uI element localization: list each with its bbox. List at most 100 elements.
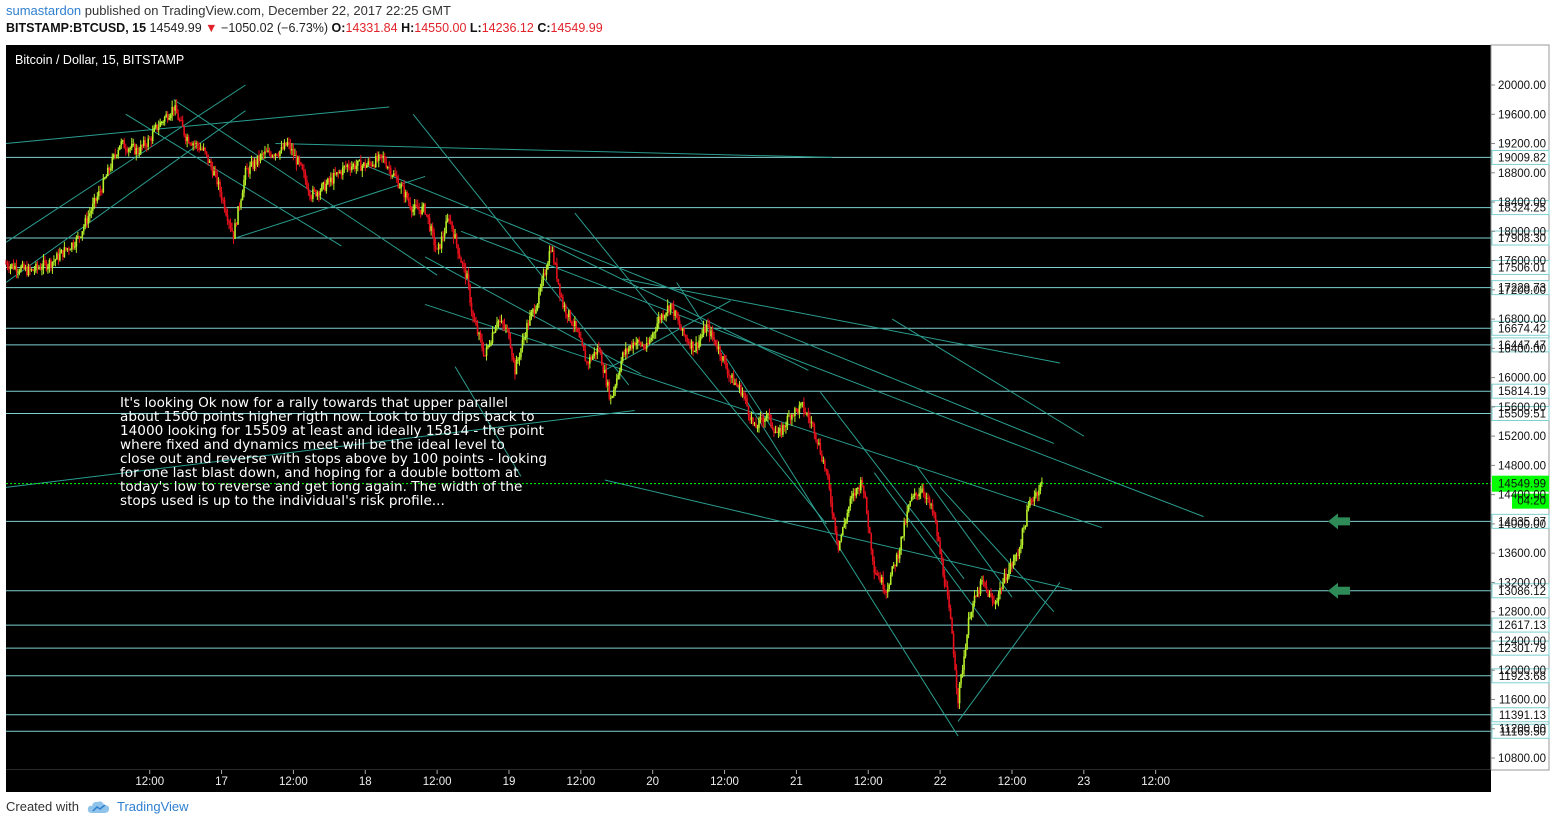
- x-tick-label: 21: [790, 776, 803, 788]
- candle: [911, 497, 913, 501]
- candle: [140, 145, 142, 153]
- candle: [987, 589, 989, 596]
- candle: [248, 169, 250, 173]
- candle: [680, 327, 682, 331]
- y-tick-label: 18800.00: [1498, 168, 1546, 180]
- candle: [52, 262, 54, 267]
- candle: [73, 243, 75, 247]
- candle: [652, 333, 654, 338]
- candle: [788, 416, 790, 417]
- candle: [540, 288, 542, 292]
- candle: [921, 489, 923, 493]
- candle: [944, 575, 946, 585]
- candle: [978, 590, 980, 594]
- candle: [893, 565, 895, 566]
- candle: [79, 236, 81, 237]
- x-tick-label: 12:00: [854, 776, 883, 788]
- candle: [454, 234, 456, 238]
- candle: [197, 143, 199, 146]
- candle: [900, 537, 902, 550]
- annotation-line: stops used is up to the individual's ris…: [120, 493, 445, 509]
- candle: [414, 205, 416, 210]
- candle: [65, 247, 67, 249]
- candle: [230, 223, 232, 228]
- candle: [984, 582, 986, 587]
- candle: [74, 247, 76, 248]
- candle: [135, 148, 137, 154]
- candle: [176, 105, 178, 113]
- candle: [653, 332, 655, 333]
- candle: [430, 226, 432, 231]
- candle: [541, 280, 543, 288]
- candle: [318, 192, 320, 195]
- candle: [496, 323, 498, 328]
- candle: [797, 409, 799, 413]
- candle: [1005, 574, 1007, 581]
- candle: [459, 254, 461, 258]
- candle: [104, 178, 106, 179]
- candle: [209, 161, 211, 163]
- candle: [123, 140, 125, 148]
- candle: [661, 314, 663, 319]
- candle: [364, 163, 366, 168]
- candle: [691, 342, 693, 349]
- y-tick-label: 12400.00: [1498, 636, 1546, 648]
- tradingview-link[interactable]: TradingView: [117, 799, 189, 814]
- candle: [1016, 555, 1018, 556]
- candle: [667, 306, 669, 313]
- candle: [167, 114, 169, 119]
- candle: [168, 118, 170, 120]
- candle: [959, 684, 961, 704]
- candle: [502, 321, 504, 325]
- candle: [945, 586, 947, 587]
- candle: [558, 279, 560, 284]
- candle: [206, 152, 208, 155]
- candle: [787, 416, 789, 426]
- candle: [47, 266, 49, 269]
- candle: [989, 593, 991, 596]
- candle: [906, 511, 908, 522]
- candle: [149, 139, 151, 140]
- candle: [767, 414, 769, 416]
- candle: [327, 179, 329, 184]
- candle: [281, 147, 283, 151]
- candle: [456, 234, 458, 244]
- candle: [89, 213, 91, 216]
- candle: [745, 396, 747, 398]
- candle: [1010, 564, 1012, 570]
- candle: [111, 157, 113, 168]
- y-tick-label: 18000.00: [1498, 226, 1546, 238]
- candle: [977, 590, 979, 596]
- candle: [664, 316, 666, 319]
- candle: [995, 603, 997, 604]
- candle: [418, 209, 420, 210]
- candle: [520, 349, 522, 358]
- candle: [851, 496, 853, 498]
- candle: [170, 115, 172, 118]
- candle: [861, 480, 863, 485]
- candle: [275, 154, 277, 156]
- candle: [869, 527, 871, 533]
- candle: [207, 154, 209, 162]
- candle: [763, 420, 765, 422]
- candle: [722, 356, 724, 360]
- candle: [158, 127, 160, 130]
- x-tick-label: 12:00: [1141, 776, 1170, 788]
- candle: [348, 165, 350, 168]
- candle: [1022, 528, 1024, 545]
- candle: [947, 586, 949, 596]
- candle: [311, 197, 313, 199]
- candle: [782, 425, 784, 435]
- candle: [53, 261, 55, 262]
- candle: [809, 418, 811, 422]
- y-tick-label: 15600.00: [1498, 402, 1546, 414]
- candle: [586, 361, 588, 362]
- candle: [46, 262, 48, 269]
- time-axis[interactable]: [6, 770, 1491, 792]
- candle: [165, 114, 167, 117]
- candle: [366, 165, 368, 168]
- candle: [5, 263, 7, 264]
- candle: [632, 343, 634, 349]
